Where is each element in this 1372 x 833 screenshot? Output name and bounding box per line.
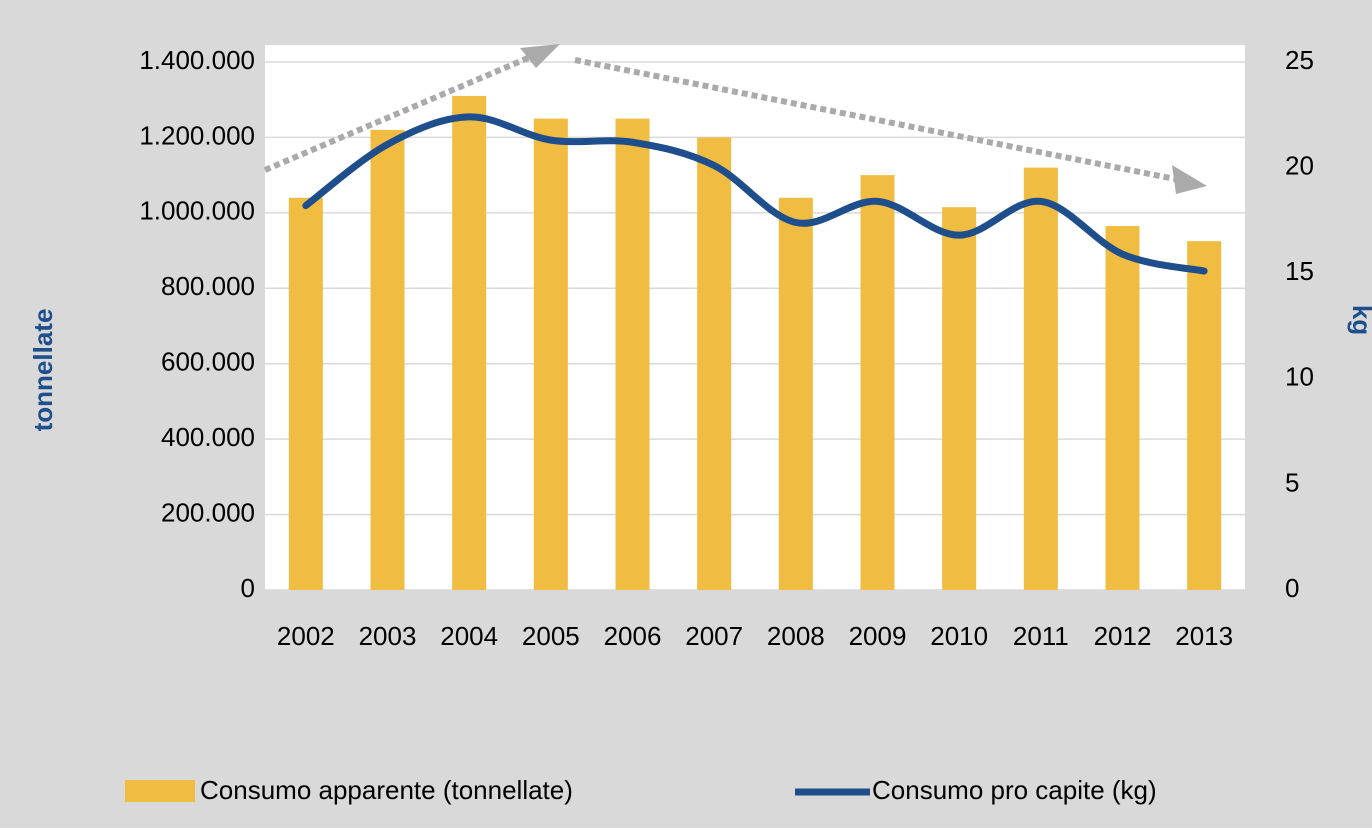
x-tick-label: 2008 — [767, 621, 825, 651]
y-tick-label: 1.400.000 — [139, 45, 255, 75]
bar — [288, 197, 323, 590]
y-tick-label: 200.000 — [161, 497, 255, 527]
x-tick-label: 2009 — [849, 621, 907, 651]
bar — [860, 175, 895, 590]
arrow-head — [1172, 165, 1207, 194]
x-tick-label: 2004 — [440, 621, 498, 651]
y-tick-label: 400.000 — [161, 422, 255, 452]
x-tick-label: 2003 — [359, 621, 417, 651]
bar — [1105, 226, 1140, 591]
y-tick-label: 1.000.000 — [139, 196, 255, 226]
y-tick-label: 600.000 — [161, 347, 255, 377]
bar — [452, 95, 487, 590]
y2-tick-label: 5 — [1285, 467, 1299, 497]
legend-label: Consumo apparente (tonnellate) — [200, 775, 573, 805]
bar — [370, 129, 405, 590]
legend-label: Consumo pro capite (kg) — [872, 775, 1157, 805]
trend-arrow-down — [574, 57, 1181, 183]
x-tick-label: 2012 — [1094, 621, 1152, 651]
y-axis-label: tonnellate — [28, 309, 58, 432]
line — [302, 113, 1208, 275]
x-tick-label: 2010 — [930, 621, 988, 651]
x-tick-label: 2007 — [685, 621, 743, 651]
bar — [1187, 241, 1222, 590]
bar — [942, 207, 977, 590]
y2-tick-label: 10 — [1285, 362, 1314, 392]
trend-arrow-up — [263, 52, 537, 173]
y-tick-label: 0 — [241, 573, 255, 603]
y2-tick-label: 15 — [1285, 256, 1314, 286]
arrow-head — [520, 44, 560, 68]
x-tick-label: 2005 — [522, 621, 580, 651]
x-tick-label: 2011 — [1013, 621, 1069, 651]
y2-axis-label: kg — [1347, 305, 1372, 335]
plot-area — [265, 45, 1245, 590]
bar — [697, 137, 732, 590]
bar — [615, 118, 650, 591]
y2-tick-label: 20 — [1285, 150, 1314, 180]
x-tick-label: 2006 — [604, 621, 662, 651]
x-tick-label: 2013 — [1175, 621, 1233, 651]
trend-arrows — [263, 52, 1181, 183]
bar — [778, 197, 813, 590]
bar — [1023, 167, 1058, 590]
y2-tick-label: 25 — [1285, 45, 1314, 75]
y-tick-label: 800.000 — [161, 271, 255, 301]
y2-tick-label: 0 — [1285, 573, 1299, 603]
x-tick-label: 2002 — [277, 621, 335, 651]
legend-swatch — [125, 780, 195, 802]
y-tick-label: 1.200.000 — [139, 120, 255, 150]
marks — [265, 61, 1245, 591]
bar — [533, 118, 568, 591]
